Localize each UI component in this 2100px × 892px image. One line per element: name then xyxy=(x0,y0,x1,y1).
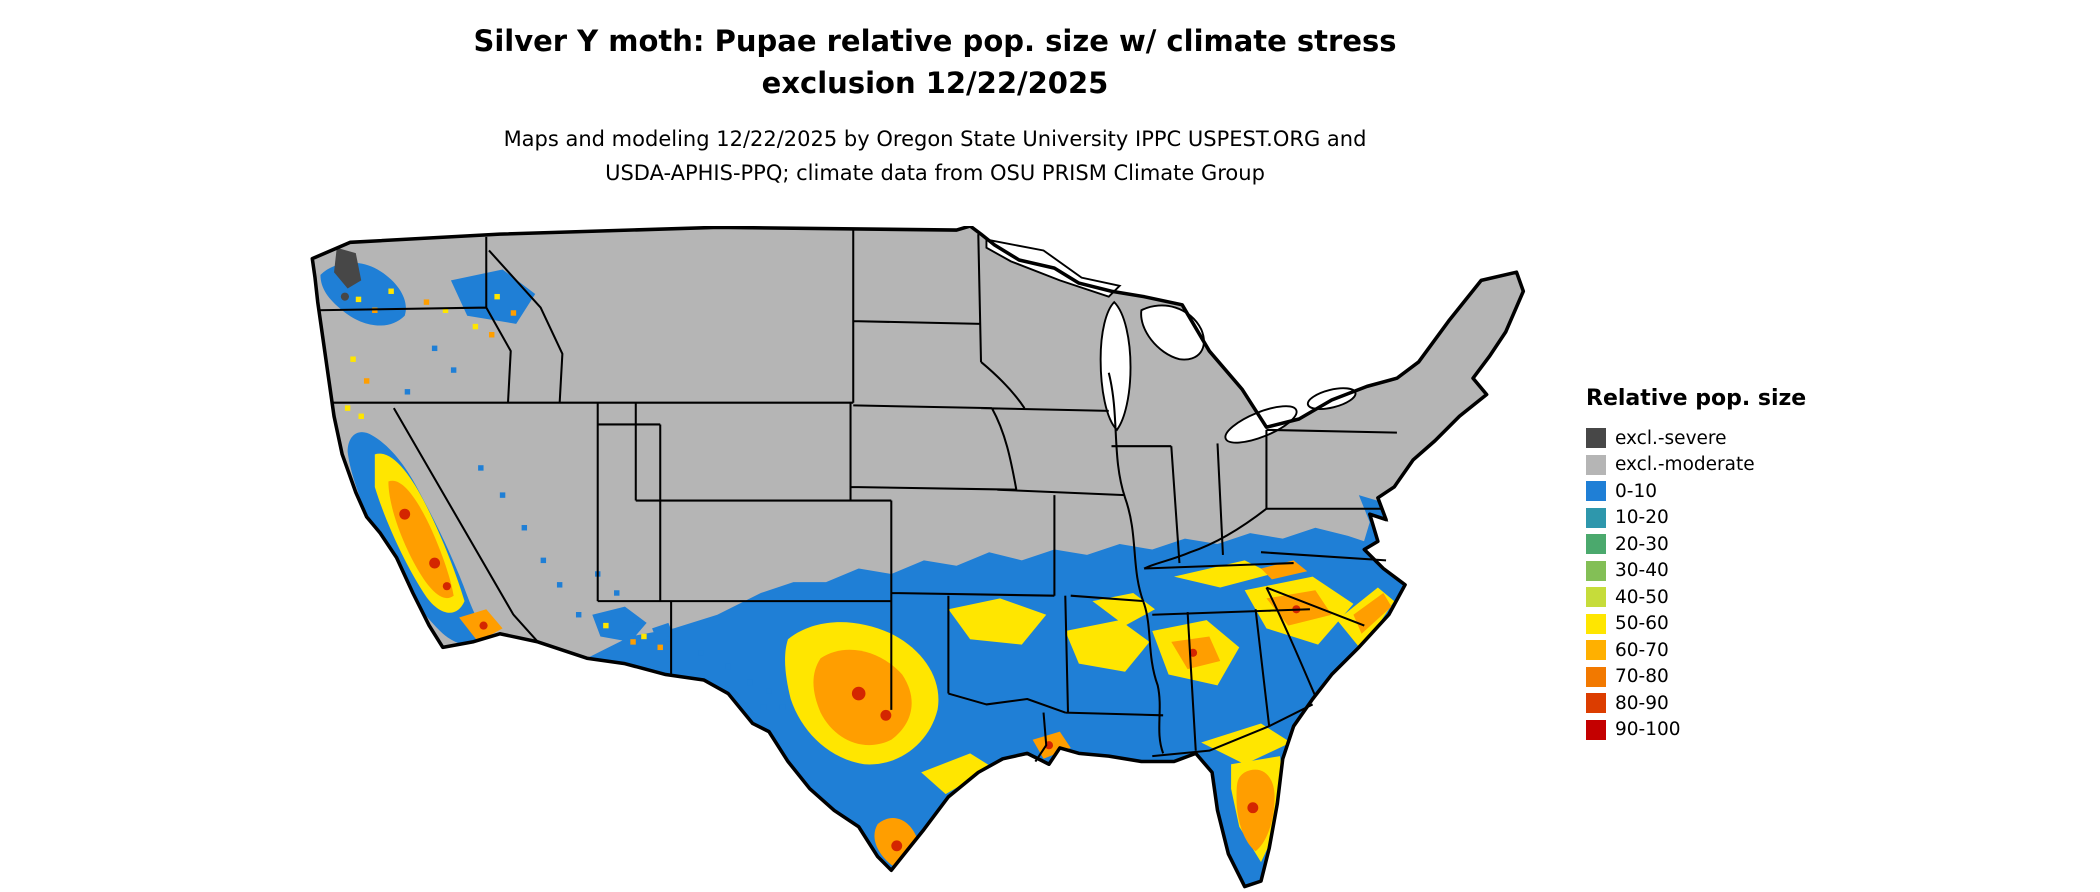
us-map-svg xyxy=(310,226,1526,889)
legend-swatch-20-30 xyxy=(1586,534,1606,555)
legend-label: 40-50 xyxy=(1615,586,1669,608)
legend-swatch-80-90 xyxy=(1586,693,1606,714)
south-blue-region xyxy=(586,527,1406,887)
legend-item: 80-90 xyxy=(1586,690,1906,717)
legend-label: 80-90 xyxy=(1615,692,1669,714)
legend-swatch-70-80 xyxy=(1586,666,1606,687)
us-outline-stroke xyxy=(310,226,1526,889)
map-title-line1: Silver Y moth: Pupae relative pop. size … xyxy=(473,24,1397,58)
speckle-layer-blue xyxy=(404,345,786,710)
legend-label: excl.-moderate xyxy=(1615,454,1755,476)
map-title: Silver Y moth: Pupae relative pop. size … xyxy=(0,20,1870,104)
legend-item: excl.-severe xyxy=(1586,425,1906,452)
legend-swatch-excl-severe xyxy=(1586,428,1606,449)
legend-item: 30-40 xyxy=(1586,558,1906,585)
legend-title: Relative pop. size xyxy=(1586,386,1807,411)
state-borders xyxy=(317,228,1397,763)
legend-label: 30-40 xyxy=(1615,560,1669,582)
red-hotspots xyxy=(399,508,1301,852)
legend-label: 20-30 xyxy=(1615,533,1669,555)
legend-label: 50-60 xyxy=(1615,613,1669,635)
legend-item: 20-30 xyxy=(1586,531,1906,558)
legend-label: 10-20 xyxy=(1615,507,1669,529)
legend-swatch-50-60 xyxy=(1586,613,1606,634)
map-attribution-line2: USDA-APHIS-PPQ; climate data from OSU PR… xyxy=(605,161,1265,185)
legend-item: excl.-moderate xyxy=(1586,452,1906,479)
legend-item: 70-80 xyxy=(1586,664,1906,691)
legend-item: 40-50 xyxy=(1586,584,1906,611)
legend-label: 0-10 xyxy=(1615,480,1657,502)
severe-exclusion-region xyxy=(334,247,362,301)
arizona-blue-region xyxy=(592,606,674,642)
legend-label: 60-70 xyxy=(1615,639,1669,661)
legend-item: 60-70 xyxy=(1586,637,1906,664)
legend-item: 50-60 xyxy=(1586,611,1906,638)
legend-swatch-90-100 xyxy=(1586,719,1606,740)
legend-label: 70-80 xyxy=(1615,666,1669,688)
us-population-map xyxy=(308,226,1548,892)
speckle-layer-yellow xyxy=(344,288,647,640)
legend-swatch-excl-moderate xyxy=(1586,454,1606,475)
inland-nw-blue-region xyxy=(450,269,536,324)
legend-swatch-40-50 xyxy=(1586,587,1606,608)
legend-swatch-10-20 xyxy=(1586,507,1606,528)
lake-michigan xyxy=(1099,300,1132,432)
legend-item: 90-100 xyxy=(1586,717,1906,744)
legend-item: 0-10 xyxy=(1586,478,1906,505)
lake-huron xyxy=(1140,304,1205,361)
legend-label: excl.-severe xyxy=(1615,427,1727,449)
legend-swatch-0-10 xyxy=(1586,481,1606,502)
legend-label: 90-100 xyxy=(1615,719,1681,741)
map-attribution-line1: Maps and modeling 12/22/2025 by Oregon S… xyxy=(503,127,1367,151)
map-title-line2: exclusion 12/22/2025 xyxy=(761,66,1109,100)
legend: Relative pop. size excl.-severe excl.-mo… xyxy=(1586,386,1906,743)
legend-swatch-30-40 xyxy=(1586,560,1606,581)
legend-item: 10-20 xyxy=(1586,505,1906,532)
map-attribution: Maps and modeling 12/22/2025 by Oregon S… xyxy=(0,122,1870,190)
legend-swatch-60-70 xyxy=(1586,640,1606,661)
